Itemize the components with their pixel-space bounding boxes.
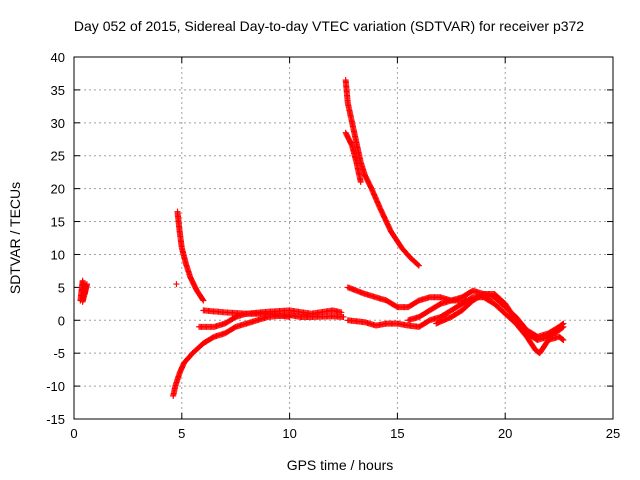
data-point <box>415 262 422 269</box>
series-arc-f <box>200 307 345 317</box>
x-tick-label: 20 <box>498 426 512 441</box>
chart-title: Day 052 of 2015, Sidereal Day-to-day VTE… <box>74 18 584 34</box>
data-point <box>199 296 206 303</box>
data-point <box>469 297 476 304</box>
x-tick-label: 25 <box>606 426 620 441</box>
series-arc-a <box>77 277 90 305</box>
series-arc-h <box>342 129 364 186</box>
y-tick-label: -15 <box>46 412 65 427</box>
y-tick-label: -10 <box>46 379 65 394</box>
series-arc-l <box>405 297 476 324</box>
data-point <box>340 313 347 320</box>
x-axis-label: GPS time / hours <box>287 457 394 473</box>
data-point <box>560 337 567 344</box>
series-arc-k <box>433 290 567 344</box>
data-point <box>357 179 364 186</box>
data-point <box>560 323 567 330</box>
y-tick-label: 10 <box>51 247 65 262</box>
x-tick-label: 5 <box>178 426 185 441</box>
data-point <box>286 313 293 320</box>
y-tick-label: 35 <box>51 83 65 98</box>
data-point <box>559 324 566 331</box>
x-tick-label: 10 <box>282 426 296 441</box>
data-point <box>200 297 207 304</box>
series-arc-d <box>170 312 347 399</box>
data-point <box>415 261 422 268</box>
series-arc-g <box>342 77 422 269</box>
y-tick-label: 30 <box>51 116 65 131</box>
y-tick-label: -5 <box>53 346 65 361</box>
plot-frame <box>73 56 614 420</box>
axis-ticks: 0 5 10 15 20 25 -15 -10 -5 0 5 10 15 20 25 30 35 40 <box>46 50 620 441</box>
y-tick-label: 25 <box>51 149 65 164</box>
y-tick-label: 0 <box>58 313 65 328</box>
series-arc-c <box>173 281 180 288</box>
data-point <box>79 286 86 293</box>
x-tick-label: 15 <box>390 426 404 441</box>
x-tick-label: 0 <box>70 426 77 441</box>
data-point <box>559 336 566 343</box>
y-tick-label: 5 <box>58 280 65 295</box>
y-axis-label: SDTVAR / TECUs <box>7 182 23 294</box>
data-point <box>78 287 85 294</box>
data-points <box>77 77 567 399</box>
data-point <box>173 281 180 288</box>
y-tick-label: 40 <box>51 50 65 65</box>
series-arc-b <box>174 208 207 304</box>
grid-lines <box>74 57 613 419</box>
y-tick-label: 20 <box>51 182 65 197</box>
data-point <box>338 309 345 316</box>
y-tick-label: 15 <box>51 215 65 230</box>
series-arc-j <box>344 294 567 357</box>
